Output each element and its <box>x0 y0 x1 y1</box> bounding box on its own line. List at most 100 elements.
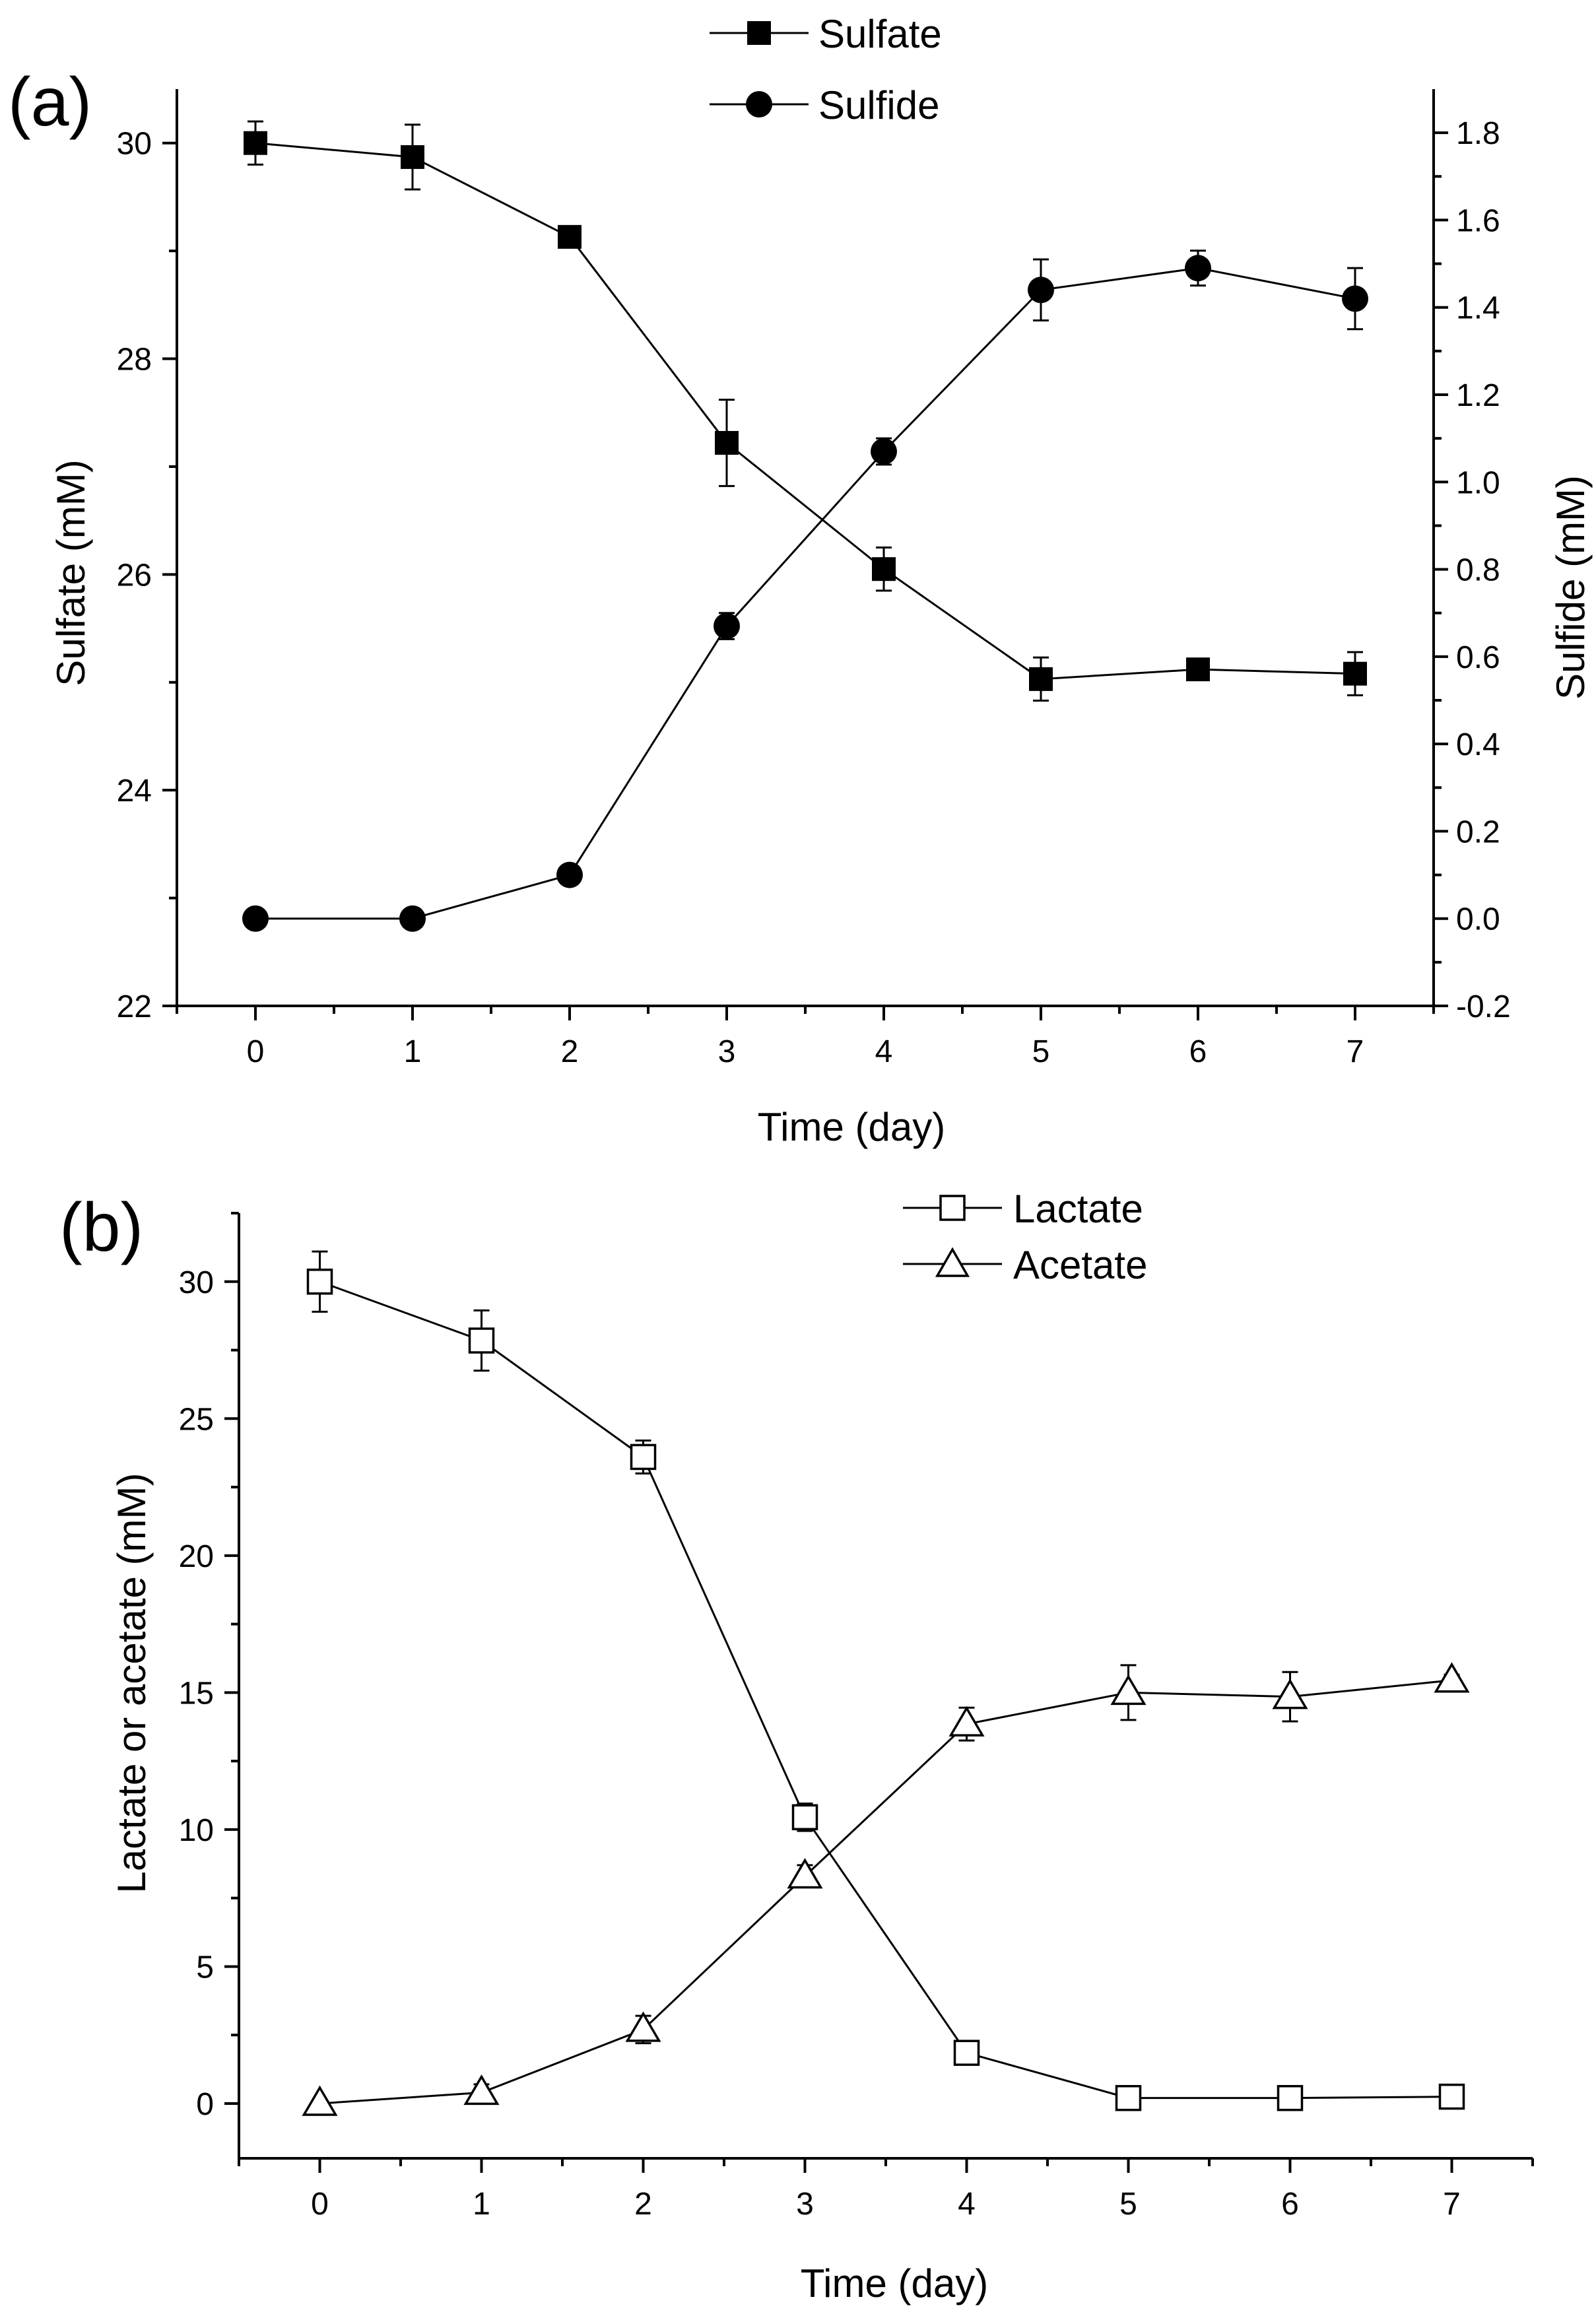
panel-a-x-tick-label: 1 <box>404 1034 422 1069</box>
legend-sulfide-marker <box>746 91 772 117</box>
panel-a-sulfate-point <box>1343 661 1367 686</box>
panel-a-left-y-tick-label: 28 <box>117 343 152 378</box>
panel-b-x-tick-label: 3 <box>796 2187 814 2222</box>
panel-a-x-tick-label: 7 <box>1347 1034 1364 1069</box>
panel-b-x-tick-label: 2 <box>634 2187 652 2222</box>
panel-a-x-tick-label: 5 <box>1032 1034 1050 1069</box>
panel-a-sulfate-point <box>558 224 582 249</box>
panel-b-lactate-line <box>319 1280 1452 2100</box>
panel-a-x-tick-label: 0 <box>247 1034 265 1069</box>
legend-lactate-marker <box>939 1195 966 1221</box>
panel-b-acetate-line <box>319 1679 1452 2105</box>
panel-a-right-y-tick-label: 0.4 <box>1456 727 1500 762</box>
panel-b-lactate-point <box>1115 2084 1142 2111</box>
panel-a-right-y-tick-label: 1.6 <box>1456 203 1500 238</box>
panel-a-sulfide-line <box>255 267 1356 920</box>
legend-lactate-label: Lactate <box>1013 1187 1143 1231</box>
panel-a-sulfide-point <box>1185 255 1211 282</box>
panel-b-x-tick-label: 5 <box>1119 2187 1137 2222</box>
panel-b-y-ticks: 0 5 10 15 20 25 30 <box>179 1212 239 2122</box>
panel-a-sulfate-point <box>244 131 267 155</box>
panel-a-left-y-tick-label: 26 <box>117 558 152 593</box>
legend-sulfate-marker <box>747 21 771 45</box>
panel-b-acetate-point <box>625 2011 661 2042</box>
panel-a-sulfate-point <box>1186 657 1210 682</box>
panel-a-x-ticks: 0 1 2 3 4 5 6 7 <box>176 1006 1435 1069</box>
panel-a-series <box>242 120 1368 932</box>
panel-b-y-tick-label: 0 <box>196 2087 214 2122</box>
legend-sulfide-label: Sulfide <box>818 83 939 127</box>
panel-a-sulfide-point <box>1342 285 1368 312</box>
panel-b-lactate-point <box>468 1327 495 1354</box>
panel-b-lactate-point <box>791 1804 818 1830</box>
panel-a-x-tick-label: 6 <box>1189 1034 1207 1069</box>
panel-b-acetate-point <box>948 1706 985 1737</box>
panel-a-sulfide-point <box>399 905 426 932</box>
panel-a-right-y-tick-label: 1.2 <box>1456 378 1500 413</box>
panel-b-acetate-point <box>1434 1662 1470 1693</box>
panel-b-y-tick-label: 10 <box>179 1813 214 1848</box>
panel-b-acetate-point <box>1110 1674 1147 1706</box>
panel-a-left-y-axis-label: Sulfate (mM) <box>49 459 93 686</box>
panel-b-lactate-point <box>306 1269 333 1295</box>
panel-a-right-y-tick-label: -0.2 <box>1456 989 1511 1024</box>
panel-b-acetate-point <box>1272 1678 1308 1709</box>
panel-a-sulfide-point <box>556 861 583 888</box>
panel-b-lactate-acetate-chart: (b) 0 1 2 3 4 5 6 7 0 5 10 15 20 25 30 Time (day) Lac… <box>59 1187 1534 2305</box>
panel-a-x-tick-label: 2 <box>561 1034 579 1069</box>
panel-a-right-y-tick-label: 1.8 <box>1456 116 1500 151</box>
panel-b-y-tick-label: 30 <box>179 1265 214 1300</box>
panel-b-acetate-point <box>787 1858 823 1889</box>
panel-a-label: (a) <box>8 64 92 141</box>
panel-b-x-tick-label: 1 <box>473 2187 490 2222</box>
panel-a-sulfide-point <box>242 905 269 932</box>
panel-b-x-axis-label: Time (day) <box>801 2261 988 2305</box>
panel-a-sulfide-point <box>714 613 740 640</box>
panel-a-right-y-tick-label: 0.8 <box>1456 553 1500 588</box>
panel-b-label: (b) <box>59 1189 143 1266</box>
panel-b-lactate-point <box>953 2040 980 2066</box>
panel-b-x-ticks: 0 1 2 3 4 5 6 7 <box>238 2158 1534 2222</box>
panel-b-x-tick-label: 6 <box>1281 2187 1299 2222</box>
panel-a-x-tick-label: 3 <box>718 1034 736 1069</box>
panel-b-acetate-point <box>463 2074 500 2106</box>
panel-a-x-axis-label: Time (day) <box>758 1105 945 1149</box>
panel-b-x-tick-label: 0 <box>311 2187 329 2222</box>
panel-b-y-tick-label: 25 <box>179 1402 214 1437</box>
panel-b-acetate-point <box>302 2085 338 2116</box>
panel-b-y-tick-label: 5 <box>196 1950 214 1985</box>
panel-a-right-y-tick-label: 1.0 <box>1456 465 1500 500</box>
panel-a-sulfate-point <box>1029 667 1053 691</box>
panel-b-lactate-point <box>1438 2083 1465 2110</box>
panel-a-right-y-axis-label: Sulfide (mM) <box>1548 475 1593 700</box>
panel-a-right-y-tick-label: 1.4 <box>1456 291 1500 326</box>
panel-a-right-y-tick-label: 0.2 <box>1456 814 1500 849</box>
panel-a-sulfate-point <box>872 557 896 581</box>
panel-a-left-y-tick-label: 24 <box>117 774 152 809</box>
legend-sulfate-label: Sulfate <box>818 12 942 56</box>
panel-b-x-tick-label: 7 <box>1443 2187 1461 2222</box>
panel-a-x-tick-label: 4 <box>875 1034 893 1069</box>
legend-acetate-label: Acetate <box>1013 1243 1147 1287</box>
panel-a-left-y-tick-label: 22 <box>117 989 152 1024</box>
panel-a-sulfate-point <box>401 145 424 169</box>
panel-a-right-y-tick-label: 0.6 <box>1456 640 1500 675</box>
panel-b-lactate-point <box>630 1443 657 1471</box>
panel-b-x-tick-label: 4 <box>958 2187 976 2222</box>
panel-a-right-y-tick-label: 0.0 <box>1456 902 1500 937</box>
panel-a-right-y-ticks: -0.2 0.0 0.2 0.4 0.6 0.8 1.0 1.2 1.4 1.6 1.8 <box>1434 116 1511 1024</box>
panel-a-sulfide-point <box>871 438 897 465</box>
panel-a-left-y-tick-label: 30 <box>117 127 152 162</box>
panel-a-sulfate-sulfide-chart: (a) 0 1 2 3 4 5 6 7 22 24 26 28 30 -0.2 0.0 0.2 0.4 0.6… <box>8 12 1593 1149</box>
panel-b-lactate-point <box>1277 2084 1304 2111</box>
panel-a-left-y-ticks: 22 24 26 28 30 <box>117 127 177 1024</box>
panel-a-sulfate-line <box>255 142 1356 680</box>
panel-b-y-tick-label: 20 <box>179 1539 214 1574</box>
panel-a-sulfide-point <box>1028 277 1054 304</box>
panel-a-sulfate-point <box>715 430 739 455</box>
panel-b-y-axis-label: Lactate or acetate (mM) <box>110 1473 154 1894</box>
panel-b-y-tick-label: 15 <box>179 1676 214 1711</box>
panel-b-legend: Lactate Acetate <box>903 1187 1147 1287</box>
panel-a-legend: Sulfate Sulfide <box>710 12 942 127</box>
